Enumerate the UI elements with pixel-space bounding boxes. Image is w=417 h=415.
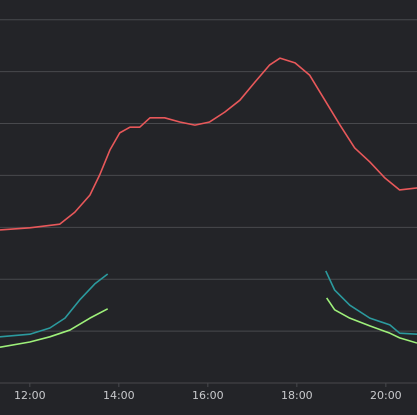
- series-line: [0, 270, 417, 338]
- x-tick-label: 20:00: [370, 389, 402, 402]
- x-tick-label: 12:00: [14, 389, 46, 402]
- x-tick-label: 16:00: [192, 389, 224, 402]
- series-line: [0, 297, 417, 348]
- x-tick-label: 14:00: [103, 389, 135, 402]
- x-tick-label: 18:00: [281, 389, 313, 402]
- series-line: [0, 57, 417, 231]
